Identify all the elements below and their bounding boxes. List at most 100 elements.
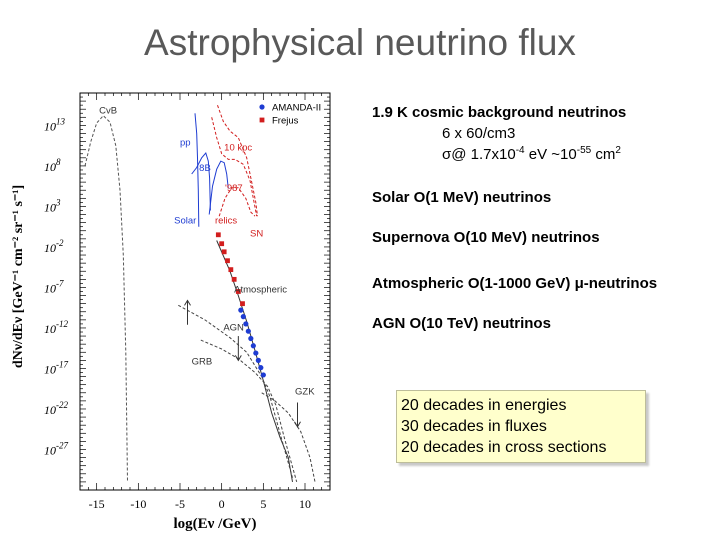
marker-amanda-ii [255, 357, 261, 363]
annotation-sn: SN [250, 228, 263, 239]
chart-curves [84, 105, 316, 483]
x-axis-label: log(Eν /GeV) [174, 516, 257, 532]
y-tick-exponent: -7 [56, 278, 64, 288]
curve-solar [191, 151, 211, 211]
y-tick-mantissa: 10 [44, 160, 56, 174]
marker-amanda-ii [245, 328, 251, 334]
annotation-solar: Solar [174, 215, 196, 226]
x-tick-label: 0 [219, 497, 225, 511]
legend-label: AMANDA-II [272, 103, 321, 114]
marker-amanda-ii [250, 343, 256, 349]
marker-amanda-ii [240, 314, 246, 320]
y-tick-label: 10-2 [44, 238, 64, 255]
annotation-grb: GRB [192, 356, 213, 367]
y-tick-mantissa: 10 [44, 281, 56, 295]
chart-axes [79, 92, 331, 491]
legend-marker-frejus [259, 117, 265, 123]
callout-line-energies: 20 decades in energies [401, 397, 567, 414]
neutrino-flux-chart: -15 -10 -5 0 5 10101310810310-210-710-1210-17… [11, 92, 331, 533]
x-tick-label: -5 [175, 497, 185, 511]
y-tick-mantissa: 10 [44, 362, 56, 376]
marker-amanda-ii [248, 335, 254, 342]
cosmic-density: 6 x 60/cm3 [372, 125, 717, 142]
atmospheric-note: Atmospheric O(1-1000 GeV) μ-neutrinos [372, 275, 658, 292]
y-tick-label: 10-27 [44, 440, 68, 457]
marker-frejus [219, 241, 225, 247]
y-tick-mantissa: 10 [44, 241, 56, 255]
y-tick-label: 108 [44, 157, 61, 174]
solar-note: Solar O(1 MeV) neutrinos [372, 189, 552, 206]
annotation-8b: 8B [199, 163, 211, 174]
chart-labels: -15 -10 -5 0 5 10101310810310-210-710-1210-17… [11, 103, 321, 533]
curve-agn [200, 339, 298, 483]
y-tick-exponent: 13 [56, 116, 66, 126]
y-tick-mantissa: 10 [44, 443, 56, 457]
marker-frejus [225, 258, 230, 264]
marker-frejus [231, 276, 237, 282]
curve-987 [217, 105, 258, 217]
arrowhead-agn [234, 355, 242, 362]
marker-amanda-ii [258, 365, 264, 371]
y-tick-mantissa: 10 [44, 200, 56, 214]
y-tick-mantissa: 10 [44, 403, 56, 417]
y-tick-mantissa: 10 [44, 322, 56, 336]
xs-exp1: -4 [515, 145, 525, 156]
y-tick-exponent: 8 [56, 157, 61, 167]
y-tick-exponent: -12 [56, 319, 68, 329]
chart-markers [215, 232, 266, 378]
annotation-relics: relics [215, 215, 237, 226]
slide-title: Astrophysical neutrino flux [144, 22, 576, 63]
y-tick-exponent: -22 [56, 400, 68, 410]
notes-panel: 1.9 K cosmic background neutrinos 6 x 60… [372, 104, 717, 332]
cosmic-cross-section: σ@ 1.7x10-4 eV ~10-55 cm2 [372, 145, 717, 163]
annotation-cvb: CvB [99, 105, 117, 116]
supernova-note: Supernova O(10 MeV) neutrinos [372, 229, 600, 246]
xs-exp2: -55 [576, 145, 592, 156]
annotation-agn: AGN [223, 322, 244, 333]
y-tick-label: 10-22 [44, 400, 68, 417]
y-tick-label: 10-7 [44, 278, 64, 295]
marker-frejus [240, 301, 245, 307]
marker-frejus [228, 267, 234, 273]
arrowhead-gzk [294, 421, 301, 428]
y-tick-mantissa: 10 [44, 119, 56, 133]
legend-marker-amanda [259, 104, 265, 110]
curve-8b [208, 160, 229, 215]
cosmic-density-text: 6 x 60/cm3 [442, 125, 516, 142]
y-tick-exponent: -2 [56, 238, 64, 248]
curve-cvb [84, 114, 128, 482]
x-tick-label: 5 [260, 497, 266, 511]
x-tick-label: 10 [299, 497, 311, 511]
marker-amanda-ii [243, 321, 249, 327]
legend-label: Frejus [272, 116, 299, 127]
arrowhead-grb [184, 299, 191, 306]
y-tick-label: 103 [44, 197, 61, 214]
agn-note: AGN O(10 TeV) neutrinos [372, 315, 551, 332]
cosmic-heading: 1.9 K cosmic background neutrinos [372, 104, 627, 121]
marker-frejus [221, 249, 227, 255]
y-tick-exponent: -17 [56, 359, 68, 369]
marker-frejus [215, 232, 221, 238]
curve-pp [194, 113, 200, 227]
y-tick-exponent: 3 [55, 197, 61, 207]
marker-amanda-ii [260, 372, 266, 378]
y-tick-exponent: -27 [56, 440, 68, 450]
callout-line-fluxes: 30 decades in fluxes [401, 418, 547, 435]
curve-relics [218, 187, 256, 217]
curve-10-kpc [211, 117, 258, 217]
xs-exp3: 2 [615, 145, 621, 156]
y-tick-label: 1013 [44, 116, 66, 133]
curve-grb [178, 304, 293, 478]
y-tick-label: 10-17 [44, 359, 68, 376]
x-tick-label: -10 [130, 497, 146, 511]
xs-mid: eV ~10 [524, 146, 577, 163]
callout-line-cross-sections: 20 decades in cross sections [401, 439, 607, 456]
annotation-987: '987 [225, 183, 243, 194]
summary-callout: 20 decades in energies 30 decades in flu… [396, 390, 646, 463]
marker-frejus [235, 289, 241, 294]
annotation-10kpc: 10 kpc [224, 143, 252, 154]
curve-gzk [261, 392, 316, 483]
annotation-atmospheric: Atmospheric [234, 284, 287, 295]
x-tick-label: -15 [89, 497, 105, 511]
marker-amanda-ii [238, 307, 244, 313]
